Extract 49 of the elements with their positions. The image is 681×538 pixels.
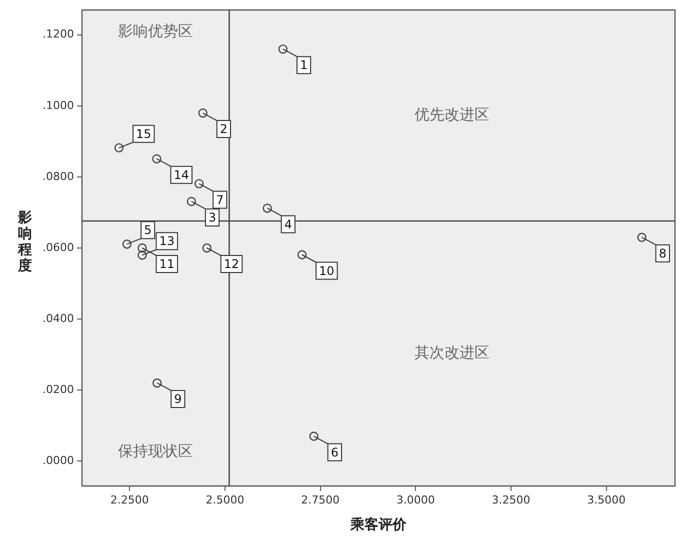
point [194,179,204,188]
point [114,143,124,152]
point [198,108,208,118]
annotation: 保持现状区 [118,442,194,460]
point [152,378,162,388]
annotation: 15 [136,126,152,141]
y-tick-label: .0800 [42,170,74,183]
annotation: 12 [224,257,240,272]
y-tick-label: .1200 [42,28,74,41]
y-tick-label: .0400 [42,312,74,325]
annotation: 9 [174,392,182,406]
annotation: 7 [216,192,224,207]
x-tick-label: 2.2500 [110,493,149,506]
point [297,250,307,260]
point [122,239,132,249]
annotation: 4 [284,217,292,232]
annotation: 优先改进区 [414,105,490,124]
y-tick-label: .0200 [42,382,74,396]
point [262,204,272,213]
point [152,154,162,164]
point [186,196,196,206]
point [202,243,212,253]
point [309,432,318,441]
y-tick-label: .1000 [42,98,74,112]
x-axis-title: 乘客评价 [350,516,408,534]
y-tick-label: .0600 [42,240,74,254]
x-tick-label: 3.2500 [492,493,530,506]
annotation: 1 [300,58,308,72]
x-tick-label: 3.0000 [396,493,435,506]
x-tick-label: 2.7500 [301,493,340,506]
annotation: 2 [220,122,228,136]
point [138,243,147,253]
y-axis-title: 影响程度 [16,210,33,274]
annotation: 13 [159,234,175,248]
point [637,232,646,242]
point [138,250,147,260]
x-tick-label: 3.5000 [587,493,626,506]
annotation: 10 [319,264,334,278]
annotation: 14 [174,168,190,182]
x-tick-label: 2.5000 [206,493,244,506]
point [278,44,288,54]
annotation: 5 [144,223,152,238]
annotation: 8 [658,246,666,260]
y-tick-label: .0000 [42,454,74,467]
annotation: 3 [208,210,216,225]
annotation: 11 [159,257,175,272]
annotation: 影响优势区 [118,22,194,40]
annotation: 其次改进区 [414,343,490,362]
annotation: 6 [330,445,338,460]
